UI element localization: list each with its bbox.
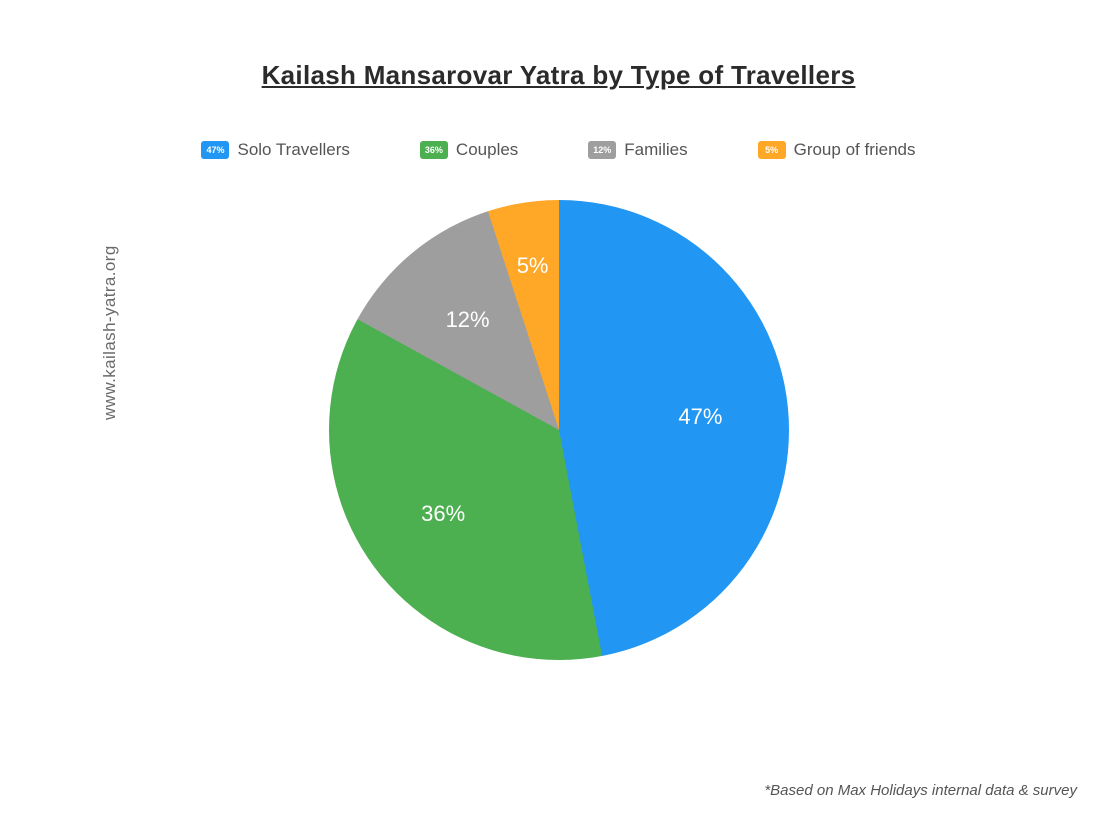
slice-label: 12% xyxy=(446,307,490,333)
legend-label: Families xyxy=(624,140,687,160)
legend-badge: 5% xyxy=(758,141,786,159)
legend-badge: 12% xyxy=(588,141,616,159)
legend-item-solo: 47% Solo Travellers xyxy=(201,140,349,160)
legend-badge: 47% xyxy=(201,141,229,159)
legend-item-friends: 5% Group of friends xyxy=(758,140,916,160)
watermark: www.kailash-yatra.org xyxy=(100,245,120,420)
legend-badge: 36% xyxy=(420,141,448,159)
pie: 47% 36% 12% 5% xyxy=(329,200,789,660)
legend: 47% Solo Travellers 36% Couples 12% Fami… xyxy=(0,140,1117,160)
legend-item-couples: 36% Couples xyxy=(420,140,518,160)
legend-label: Couples xyxy=(456,140,518,160)
slice-label: 5% xyxy=(517,253,549,279)
slice-label: 36% xyxy=(421,501,465,527)
footnote: *Based on Max Holidays internal data & s… xyxy=(764,782,1077,799)
legend-label: Group of friends xyxy=(794,140,916,160)
slice-label: 47% xyxy=(678,404,722,430)
pie-chart: 47% 36% 12% 5% xyxy=(329,200,789,660)
legend-label: Solo Travellers xyxy=(237,140,349,160)
legend-item-families: 12% Families xyxy=(588,140,687,160)
chart-title: Kailash Mansarovar Yatra by Type of Trav… xyxy=(0,60,1117,91)
